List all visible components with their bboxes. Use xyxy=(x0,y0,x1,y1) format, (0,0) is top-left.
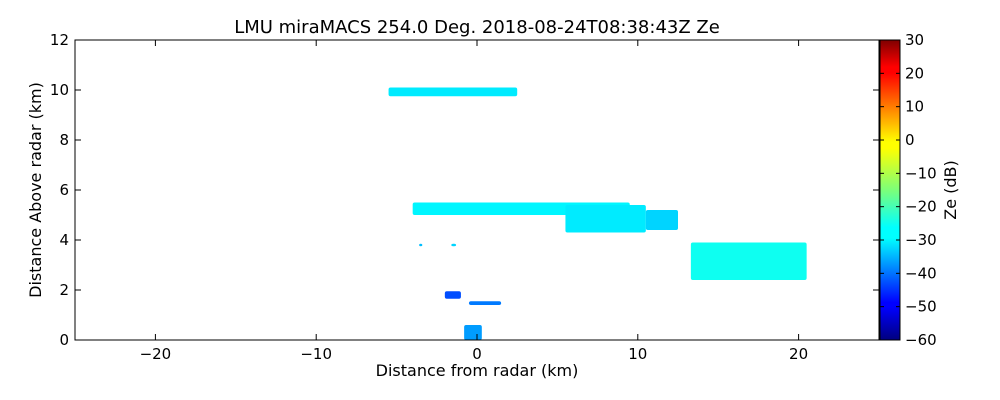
colorbar-ticks: −60 −50 −40 −30 −20 −10 0 10 20 30 xyxy=(880,31,937,349)
y-axis-label: Distance Above radar (km) xyxy=(26,82,45,298)
y-tick-label: 8 xyxy=(59,131,69,149)
x-tick-label: 10 xyxy=(628,345,647,363)
echo-region-2 xyxy=(565,205,646,233)
echo-region-5 xyxy=(444,291,461,299)
colorbar-tick-label: 10 xyxy=(905,98,924,116)
echo-region-4 xyxy=(690,242,807,280)
chart-title: LMU miraMACS 254.0 Deg. 2018-08-24T08:38… xyxy=(234,17,720,38)
colorbar-tick-label: −30 xyxy=(905,231,937,249)
y-tick-label: 12 xyxy=(50,31,69,49)
echo-region-6 xyxy=(468,301,502,305)
colorbar-tick-label: −40 xyxy=(905,264,937,282)
colorbar-tick-label: 30 xyxy=(905,31,924,49)
echo-layer xyxy=(388,87,807,340)
y-axis: 0 2 4 6 8 10 12 xyxy=(50,31,879,349)
plot-frame xyxy=(74,39,880,341)
y-tick-label: 10 xyxy=(50,81,69,99)
colorbar xyxy=(879,39,901,341)
y-tick-label: 0 xyxy=(59,331,69,349)
echo-region-3 xyxy=(645,210,678,230)
colorbar-tick-label: −10 xyxy=(905,164,937,182)
colorbar-tick-label: 20 xyxy=(905,64,924,82)
colorbar-tick-label: −20 xyxy=(905,198,937,216)
echo-region-9 xyxy=(451,243,457,247)
y-tick-label: 2 xyxy=(59,281,69,299)
x-tick-label: −10 xyxy=(300,345,332,363)
x-axis-label: Distance from radar (km) xyxy=(376,361,579,380)
x-tick-label: 20 xyxy=(789,345,808,363)
y-tick-label: 6 xyxy=(59,181,69,199)
colorbar-label: Ze (dB) xyxy=(941,160,960,220)
x-axis: −20 −10 0 10 20 xyxy=(140,40,808,363)
echo-region-8 xyxy=(419,243,423,247)
colorbar-tick-label: 0 xyxy=(905,131,915,149)
colorbar-tick-label: −50 xyxy=(905,298,937,316)
x-tick-label: −20 xyxy=(140,345,172,363)
echo-region-7 xyxy=(464,325,482,340)
colorbar-tick-label: −60 xyxy=(905,331,937,349)
y-tick-label: 4 xyxy=(59,231,69,249)
x-tick-label: 0 xyxy=(472,345,482,363)
echo-region-0 xyxy=(388,87,518,97)
